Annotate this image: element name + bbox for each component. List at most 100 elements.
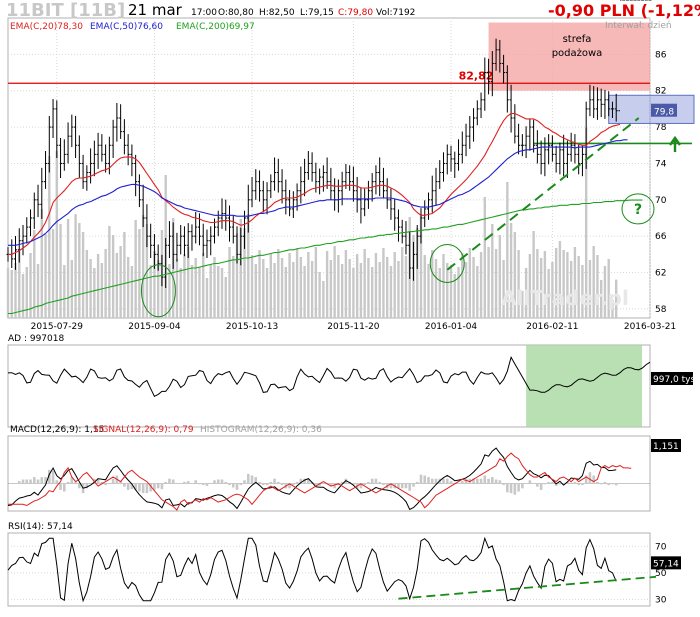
- macd-histogram-bar: [592, 475, 595, 484]
- volume-bar: [438, 268, 441, 318]
- volume-bar: [243, 228, 246, 318]
- volume-bar: [21, 274, 25, 318]
- volume-bar: [521, 291, 524, 318]
- price-tick-label: 74: [655, 159, 667, 169]
- macd-histogram-bar: [562, 483, 565, 486]
- macd-histogram-bar: [231, 483, 235, 488]
- volume-bar: [393, 252, 396, 318]
- volume-bar: [190, 265, 194, 318]
- price-tick-label: 62: [655, 269, 666, 279]
- legend-entry: EMA(C,200)69,97: [176, 22, 255, 32]
- volume-bar: [153, 251, 156, 318]
- macd-histogram-bar: [491, 477, 494, 484]
- volume-bar: [498, 235, 502, 318]
- volume-bar: [385, 257, 389, 318]
- volume-bar: [573, 247, 577, 318]
- macd-histogram-bar: [551, 481, 554, 484]
- macd-histogram-bar: [577, 483, 580, 486]
- volume-bar: [547, 269, 550, 318]
- macd-histogram-bar: [160, 483, 164, 490]
- macd-histogram-bar: [123, 483, 126, 487]
- date-tick-label: 2015-07-29: [31, 322, 84, 332]
- volume-bar: [468, 248, 471, 318]
- macd-histogram-bar: [427, 477, 430, 484]
- macd-histogram-bar: [74, 481, 77, 484]
- volume-bar: [397, 261, 400, 318]
- macd-histogram-bar: [506, 483, 509, 493]
- volume-bar: [359, 263, 363, 318]
- macd-histogram-bar: [78, 483, 81, 489]
- volume-bar: [615, 279, 618, 318]
- volume-bar: [247, 214, 250, 318]
- macd-histogram-bar: [569, 482, 573, 484]
- macd-histogram-bar: [464, 478, 468, 484]
- volume-bar: [239, 219, 242, 318]
- ema-c-200-line: [8, 199, 643, 315]
- macd-histogram-bar: [363, 483, 366, 486]
- volume-bar: [250, 255, 254, 318]
- macd-histogram-bar: [596, 481, 599, 484]
- volume-bar: [183, 254, 186, 318]
- volume-bar: [36, 264, 40, 318]
- volume-bar: [194, 258, 197, 318]
- volume-bar: [220, 268, 224, 318]
- macd-legend-entry: MACD(12,26,9): 1,15: [10, 425, 104, 435]
- macd-histogram-bar: [55, 480, 59, 484]
- macd-histogram-bar: [558, 483, 562, 485]
- macd-histogram-bar: [96, 478, 100, 484]
- volume-bar: [224, 277, 227, 318]
- macd-histogram-bar: [547, 481, 550, 484]
- volume-bar: [427, 264, 430, 318]
- macd-histogram-bar: [25, 479, 29, 484]
- volume-bar: [539, 258, 543, 318]
- volume-bar: [119, 246, 122, 318]
- macd-legend-entry: HISTOGRAM(12,26,9): 0,36: [200, 425, 322, 435]
- macd-histogram-bar: [614, 483, 618, 486]
- volume-bar: [404, 256, 408, 318]
- ad-title: AD : 997018: [8, 334, 64, 344]
- volume-bar: [611, 300, 614, 318]
- volume-bar: [288, 253, 291, 318]
- volume-bar: [401, 247, 404, 318]
- volume-bar: [258, 250, 261, 318]
- macd-histogram-bar: [415, 481, 419, 484]
- volume-bar: [74, 214, 77, 318]
- macd-histogram-bar: [273, 478, 276, 484]
- volume-bar: [483, 197, 487, 318]
- volume-bar: [187, 247, 190, 318]
- volume-bar: [337, 255, 340, 318]
- macd-histogram-bar: [554, 483, 558, 486]
- macd-histogram-bar: [194, 480, 198, 484]
- macd-histogram-bar: [479, 478, 483, 484]
- macd-histogram-bar: [584, 475, 588, 484]
- macd-histogram-bar: [220, 479, 224, 484]
- volume-bar: [149, 265, 152, 318]
- volume-bar: [6, 268, 10, 318]
- volume-bar: [491, 224, 494, 318]
- macd-histogram-bar: [149, 483, 152, 492]
- macd-histogram-bar: [59, 483, 62, 490]
- macd-histogram-bar: [186, 481, 190, 484]
- low-label: L:79,15: [300, 8, 334, 18]
- macd-histogram-bar: [340, 481, 344, 484]
- date-tick-label: 2016-02-11: [526, 322, 578, 332]
- date-tick-label: 2015-09-04: [128, 322, 181, 332]
- macd-histogram-bar: [63, 483, 66, 492]
- volume-bar: [457, 267, 460, 318]
- volume-bar: [453, 274, 456, 318]
- signal-line: [8, 452, 632, 511]
- legend-entry: EMA(C,20)78,30: [10, 22, 83, 32]
- volume-bar: [374, 253, 378, 318]
- rsi-last-label: 57,14: [653, 559, 679, 569]
- macd-histogram-bar: [352, 483, 355, 486]
- volume-bar: [487, 247, 490, 318]
- macd-histogram-bar: [47, 469, 51, 484]
- volume-bar: [213, 257, 216, 318]
- macd-histogram-bar: [509, 483, 513, 494]
- macd-panel-frame: [7, 435, 651, 512]
- volume-bar: [446, 263, 449, 318]
- volume-bar: [528, 254, 532, 318]
- volume-bar: [566, 252, 569, 318]
- volume-bar: [29, 253, 32, 318]
- macd-histogram-bar: [543, 483, 547, 485]
